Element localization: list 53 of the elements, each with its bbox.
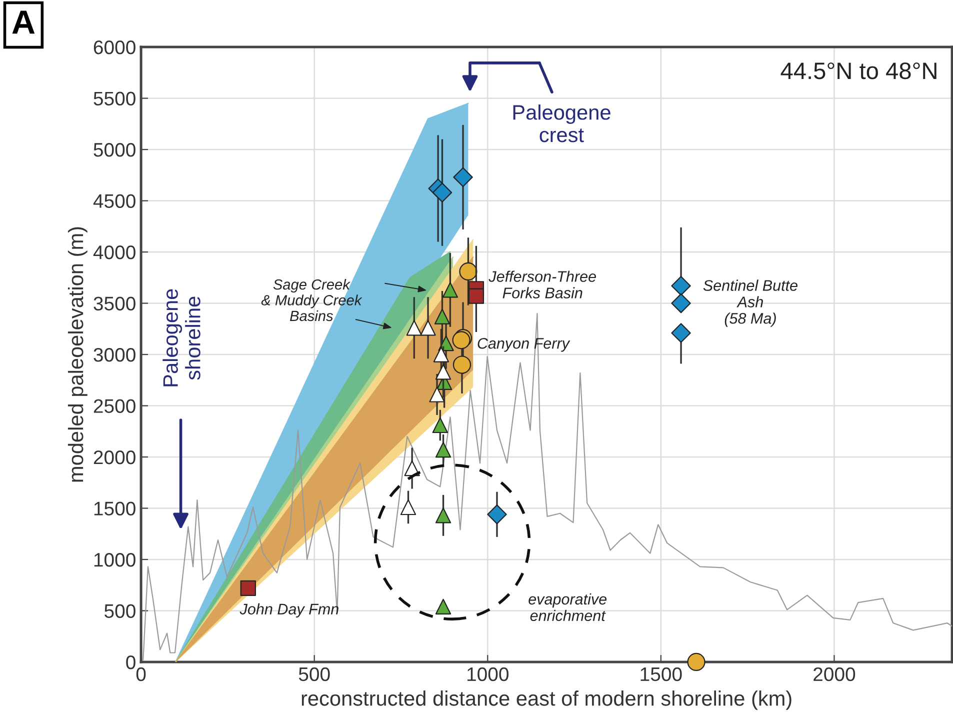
- point: [435, 598, 452, 614]
- annotation: Jefferson-Three Forks Basin: [488, 270, 596, 298]
- annotation: John Day Fmn: [240, 603, 338, 618]
- y-tick-label: 1000: [94, 552, 136, 567]
- point: [432, 182, 452, 202]
- x-tick-label: 2000: [814, 667, 856, 682]
- annotation: evaporative enrichment: [528, 593, 607, 622]
- y-tick-label: 4000: [93, 245, 136, 260]
- annotation: Canyon Ferry: [478, 338, 570, 352]
- point: [435, 442, 452, 458]
- point: [400, 499, 416, 516]
- point: [452, 356, 472, 374]
- x-axis-title: reconstructed distance east of modern shoreline (km): [302, 690, 792, 710]
- text: A: [12, 10, 35, 34]
- point: [442, 282, 458, 298]
- point: [459, 262, 478, 281]
- point: [435, 364, 452, 380]
- y-tick-label: 5500: [94, 92, 136, 106]
- annotation: Paleogene shoreline: [162, 289, 200, 386]
- point: [487, 504, 507, 524]
- x-tick-label: 0: [136, 667, 146, 682]
- point: [435, 508, 452, 524]
- point: [671, 276, 691, 296]
- point: [406, 320, 422, 336]
- annotation: Sentinel Butte Ash (58 Ma): [703, 280, 798, 327]
- y-tick-label: 0: [126, 655, 136, 670]
- y-tick-label: 4500: [93, 194, 136, 208]
- y-tick-label: 500: [104, 604, 136, 618]
- point: [240, 580, 256, 596]
- point: [468, 288, 484, 304]
- point: [432, 417, 448, 434]
- x-tick-label: 1000: [467, 667, 508, 682]
- y-tick-label: 3500: [94, 296, 136, 310]
- point: [434, 308, 450, 324]
- y-tick-label: 3000: [94, 348, 136, 362]
- y-tick-label: 1500: [94, 502, 136, 516]
- point: [453, 167, 473, 188]
- y-tick-label: 6000: [94, 40, 136, 54]
- y-tick-label: 2000: [94, 450, 136, 464]
- y-tick-label: 2500: [94, 399, 136, 413]
- point: [687, 652, 706, 672]
- annotation: Sage Creek & Muddy Creek Basins: [261, 278, 362, 322]
- point: [420, 320, 436, 336]
- annotation: 44.5°N to 48°N: [780, 62, 936, 80]
- y-axis-title: modeled paleoelevation (m): [68, 227, 88, 482]
- point: [671, 293, 691, 314]
- point: [433, 346, 450, 362]
- y-tick-label: 5000: [94, 142, 136, 157]
- point: [671, 323, 691, 343]
- point: [429, 386, 445, 402]
- annotation: Paleogene crest: [513, 104, 610, 142]
- x-tick-label: 500: [298, 667, 330, 682]
- x-tick-label: 1500: [640, 667, 682, 682]
